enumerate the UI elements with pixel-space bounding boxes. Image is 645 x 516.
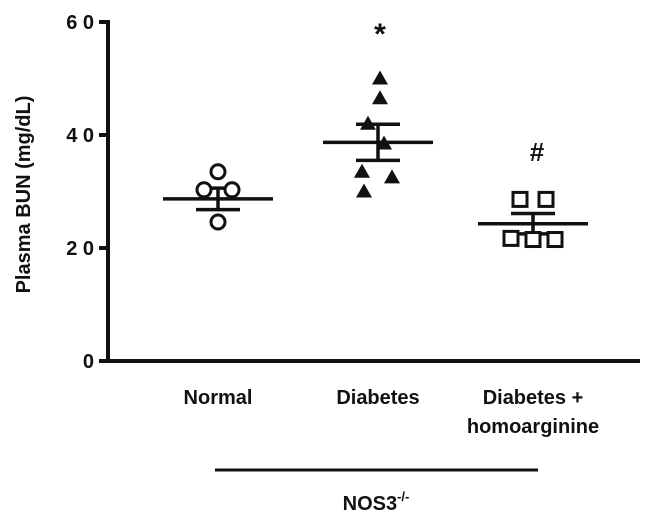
series-group: * xyxy=(323,18,433,198)
data-point-circle xyxy=(195,181,213,199)
y-tick-label: 4 0 xyxy=(66,125,94,147)
data-point-square xyxy=(502,229,520,247)
category-label: homoarginine xyxy=(467,416,599,438)
data-point-triangle xyxy=(384,169,400,184)
data-point-square xyxy=(537,190,555,208)
category-label: Diabetes xyxy=(336,387,419,409)
data-point-square xyxy=(524,231,542,249)
significance-annotation: * xyxy=(374,18,386,51)
data-point-circle xyxy=(209,163,227,181)
group-label: NOS3-/- xyxy=(343,489,410,515)
category-label: Normal xyxy=(184,387,253,409)
y-tick-label: 6 0 xyxy=(66,12,94,34)
data-point-triangle xyxy=(376,135,392,150)
data-point-circle xyxy=(223,181,241,199)
group-label-superscript: -/- xyxy=(397,489,409,504)
series-group xyxy=(163,163,273,231)
data-point-triangle xyxy=(360,115,376,130)
significance-annotation: # xyxy=(530,137,545,167)
y-axis-label: Plasma BUN (mg/dL) xyxy=(13,96,35,294)
data-point-triangle xyxy=(354,163,370,178)
series-group: # xyxy=(478,137,588,249)
axes: 0 2 0 4 0 6 0 xyxy=(66,12,640,373)
data-point-circle xyxy=(209,213,227,231)
data-point-triangle xyxy=(356,183,372,198)
category-label: Diabetes + xyxy=(483,387,584,409)
data-point-square xyxy=(546,231,564,249)
data-point-triangle xyxy=(372,70,388,85)
y-tick-label: 2 0 xyxy=(66,238,94,260)
data-marks: *# xyxy=(163,18,588,249)
y-tick-label: 0 xyxy=(83,351,94,373)
data-point-square xyxy=(511,190,529,208)
labels: Plasma BUN (mg/dL) Normal Diabetes Diabetes… xyxy=(13,96,599,515)
data-point-triangle xyxy=(372,90,388,105)
